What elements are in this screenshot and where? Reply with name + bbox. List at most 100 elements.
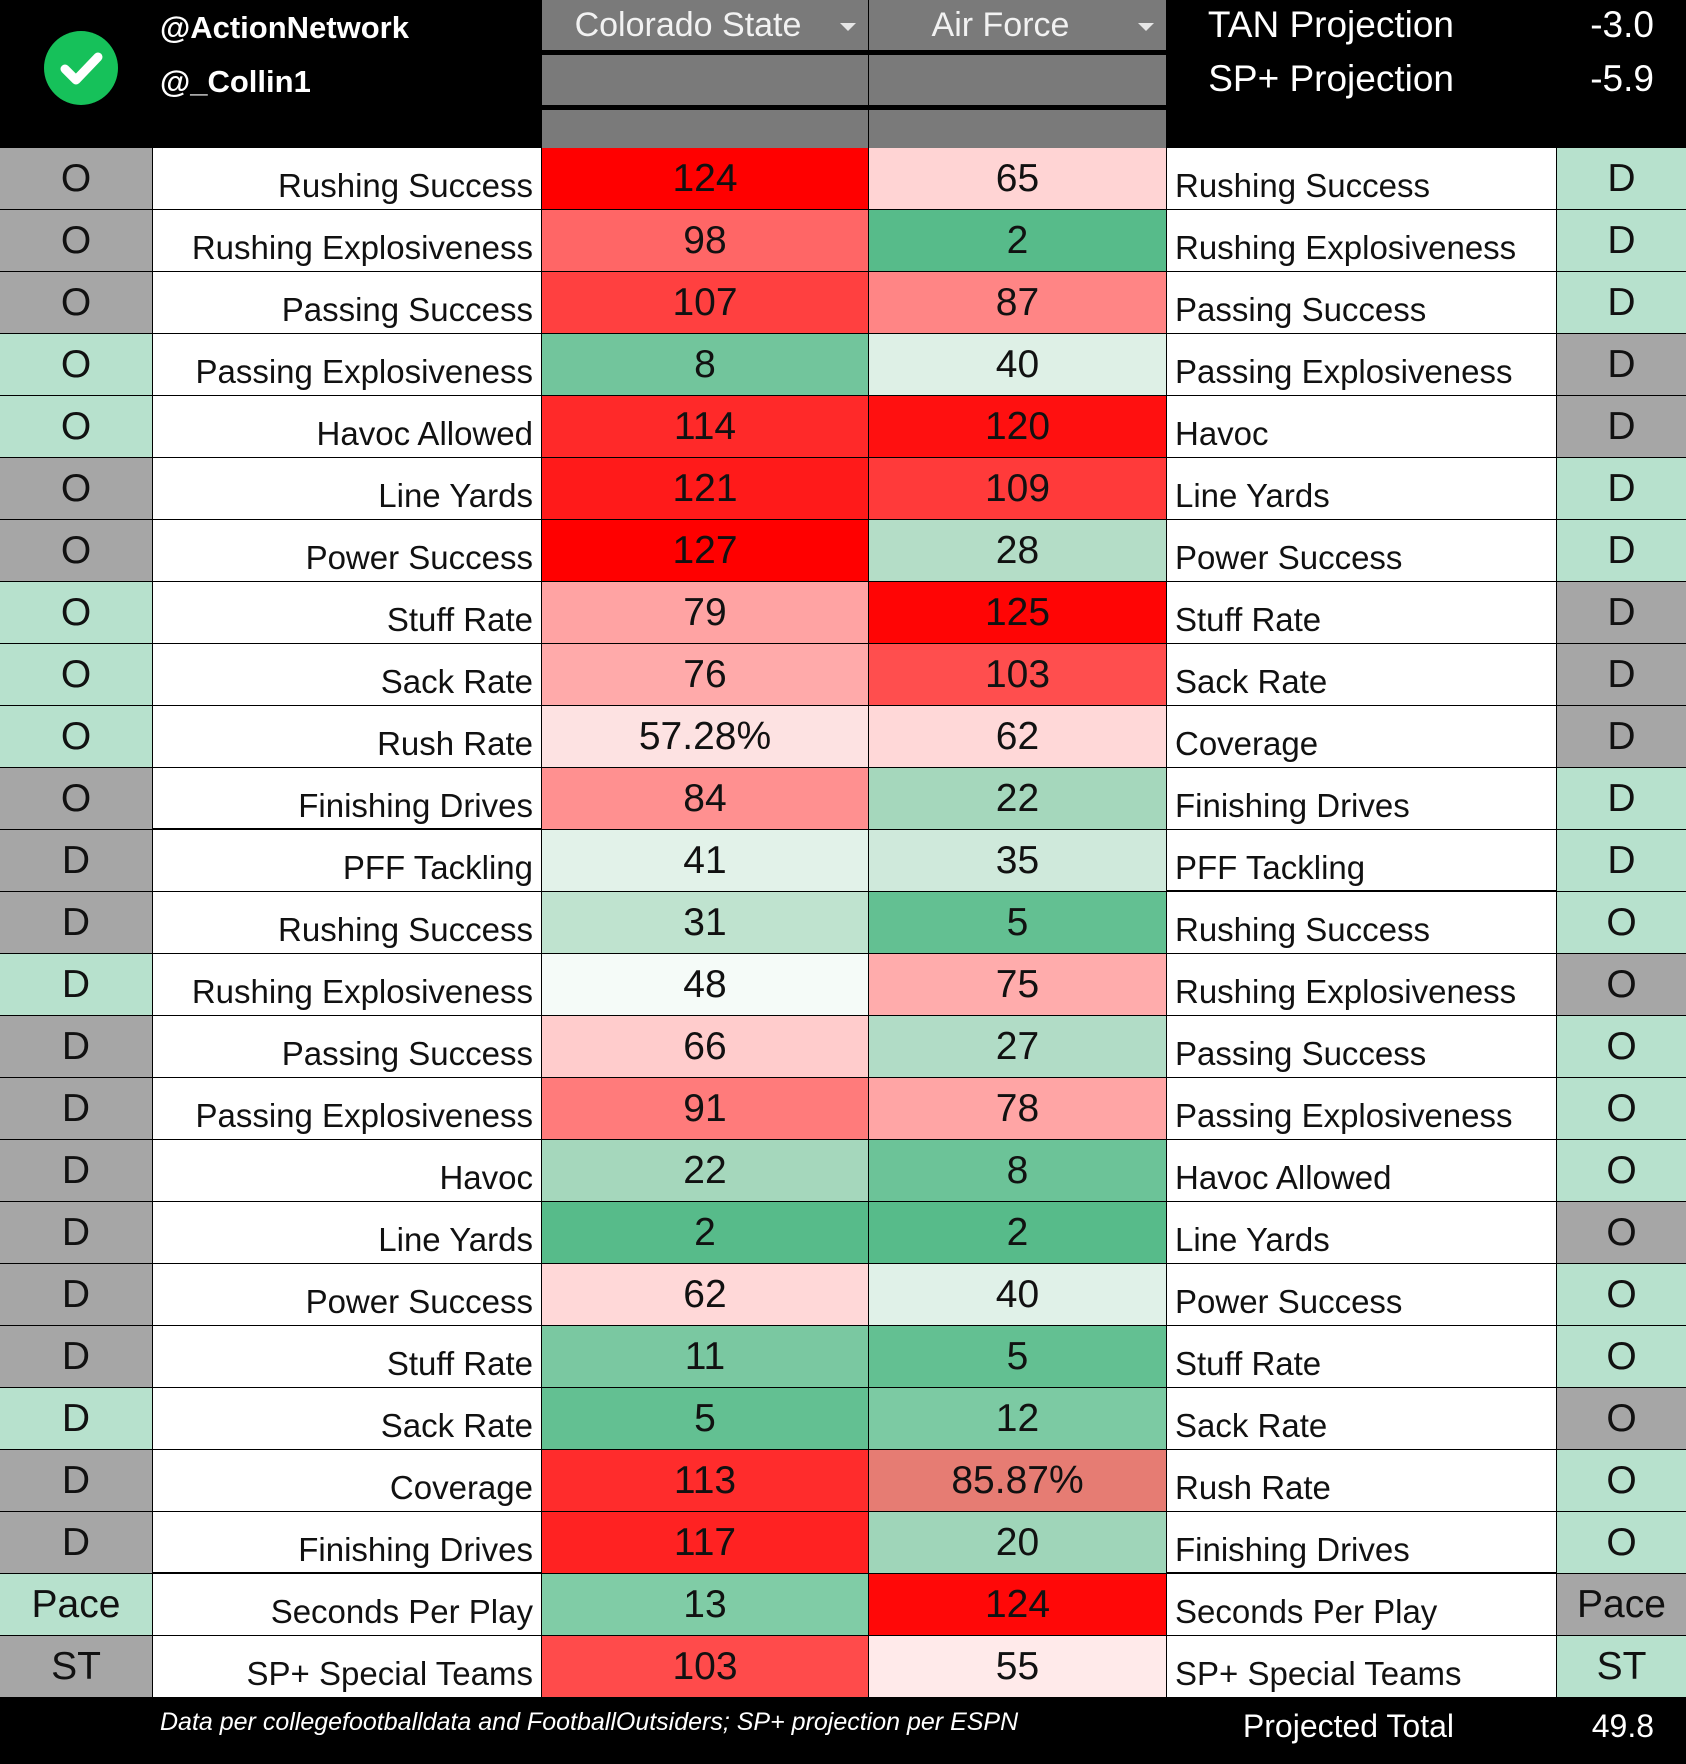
team-2-rank-cell[interactable]: 20 [869, 1512, 1166, 1573]
left-stat-label[interactable]: Sack Rate [153, 644, 541, 705]
left-stat-label[interactable]: Havoc Allowed [153, 396, 541, 457]
team-1-rank-cell[interactable]: 62 [542, 1264, 868, 1325]
team-2-rank-cell[interactable]: 109 [869, 458, 1166, 519]
left-unit-cell[interactable]: D [0, 1388, 152, 1449]
right-stat-label[interactable]: Passing Explosiveness [1167, 1078, 1556, 1139]
right-stat-label[interactable]: Line Yards [1167, 1202, 1556, 1263]
right-unit-cell[interactable]: O [1557, 1512, 1686, 1573]
left-stat-label[interactable]: Passing Success [153, 1016, 541, 1077]
left-stat-label[interactable]: Rushing Explosiveness [153, 954, 541, 1015]
right-unit-cell[interactable]: D [1557, 768, 1686, 829]
right-stat-label[interactable]: PFF Tackling [1167, 830, 1556, 891]
left-unit-cell[interactable]: Pace [0, 1574, 152, 1635]
team-2-rank-cell[interactable]: 75 [869, 954, 1166, 1015]
left-unit-cell[interactable]: D [0, 1326, 152, 1387]
right-stat-label[interactable]: Sack Rate [1167, 644, 1556, 705]
team-2-rank-cell[interactable]: 103 [869, 644, 1166, 705]
right-stat-label[interactable]: Rushing Success [1167, 148, 1556, 209]
team-1-rank-cell[interactable]: 127 [542, 520, 868, 581]
team-1-rank-cell[interactable]: 48 [542, 954, 868, 1015]
right-unit-cell[interactable]: D [1557, 582, 1686, 643]
left-stat-label[interactable]: Havoc [153, 1140, 541, 1201]
left-unit-cell[interactable]: D [0, 1450, 152, 1511]
right-unit-cell[interactable]: D [1557, 458, 1686, 519]
left-unit-cell[interactable]: O [0, 644, 152, 705]
right-unit-cell[interactable]: D [1557, 830, 1686, 891]
left-unit-cell[interactable]: D [0, 892, 152, 953]
team-1-rank-cell[interactable]: 117 [542, 1512, 868, 1573]
left-unit-cell[interactable]: O [0, 458, 152, 519]
left-unit-cell[interactable]: O [0, 148, 152, 209]
team-2-rank-cell[interactable]: 5 [869, 1326, 1166, 1387]
right-stat-label[interactable]: Passing Success [1167, 1016, 1556, 1077]
left-stat-label[interactable]: Passing Explosiveness [153, 334, 541, 395]
left-unit-cell[interactable]: O [0, 706, 152, 767]
right-unit-cell[interactable]: Pace [1557, 1574, 1686, 1635]
team-2-rank-cell[interactable]: 12 [869, 1388, 1166, 1449]
right-stat-label[interactable]: Power Success [1167, 1264, 1556, 1325]
left-stat-label[interactable]: Power Success [153, 520, 541, 581]
left-stat-label[interactable]: Stuff Rate [153, 1326, 541, 1387]
right-unit-cell[interactable]: ST [1557, 1636, 1686, 1697]
right-unit-cell[interactable]: D [1557, 396, 1686, 457]
team-1-rank-cell[interactable]: 11 [542, 1326, 868, 1387]
left-stat-label[interactable]: Passing Explosiveness [153, 1078, 541, 1139]
team-2-rank-cell[interactable]: 40 [869, 334, 1166, 395]
left-unit-cell[interactable]: O [0, 768, 152, 829]
left-unit-cell[interactable]: D [0, 1140, 152, 1201]
right-stat-label[interactable]: Stuff Rate [1167, 582, 1556, 643]
team-2-rank-cell[interactable]: 8 [869, 1140, 1166, 1201]
team-1-rank-cell[interactable]: 22 [542, 1140, 868, 1201]
team-1-rank-cell[interactable]: 79 [542, 582, 868, 643]
right-stat-label[interactable]: Finishing Drives [1167, 1512, 1556, 1573]
right-stat-label[interactable]: Power Success [1167, 520, 1556, 581]
left-unit-cell[interactable]: D [0, 1512, 152, 1573]
team-2-rank-cell[interactable]: 62 [869, 706, 1166, 767]
left-stat-label[interactable]: Power Success [153, 1264, 541, 1325]
team-1-rank-cell[interactable]: 113 [542, 1450, 868, 1511]
left-unit-cell[interactable]: D [0, 830, 152, 891]
right-unit-cell[interactable]: O [1557, 1140, 1686, 1201]
right-stat-label[interactable]: Sack Rate [1167, 1388, 1556, 1449]
team-2-rank-cell[interactable]: 55 [869, 1636, 1166, 1697]
right-unit-cell[interactable]: O [1557, 1016, 1686, 1077]
left-stat-label[interactable]: Coverage [153, 1450, 541, 1511]
left-unit-cell[interactable]: D [0, 1202, 152, 1263]
right-unit-cell[interactable]: D [1557, 210, 1686, 271]
left-stat-label[interactable]: Line Yards [153, 1202, 541, 1263]
right-stat-label[interactable]: Havoc Allowed [1167, 1140, 1556, 1201]
team-2-rank-cell[interactable]: 87 [869, 272, 1166, 333]
dropdown-arrow-icon[interactable] [840, 23, 856, 31]
right-unit-cell[interactable]: D [1557, 644, 1686, 705]
right-stat-label[interactable]: Rushing Explosiveness [1167, 954, 1556, 1015]
team-2-rank-cell[interactable]: 85.87% [869, 1450, 1166, 1511]
team-1-rank-cell[interactable]: 107 [542, 272, 868, 333]
right-unit-cell[interactable]: O [1557, 1202, 1686, 1263]
team-1-rank-cell[interactable]: 124 [542, 148, 868, 209]
left-stat-label[interactable]: Seconds Per Play [153, 1574, 541, 1635]
right-unit-cell[interactable]: O [1557, 1326, 1686, 1387]
right-stat-label[interactable]: SP+ Special Teams [1167, 1636, 1556, 1697]
right-stat-label[interactable]: Stuff Rate [1167, 1326, 1556, 1387]
team-1-rank-cell[interactable]: 103 [542, 1636, 868, 1697]
right-unit-cell[interactable]: O [1557, 1078, 1686, 1139]
team-1-rank-cell[interactable]: 2 [542, 1202, 868, 1263]
team-1-rank-cell[interactable]: 98 [542, 210, 868, 271]
team-2-rank-cell[interactable]: 28 [869, 520, 1166, 581]
team-2-rank-cell[interactable]: 125 [869, 582, 1166, 643]
team-2-rank-cell[interactable]: 2 [869, 1202, 1166, 1263]
right-unit-cell[interactable]: D [1557, 520, 1686, 581]
left-unit-cell[interactable]: O [0, 520, 152, 581]
right-stat-label[interactable]: Coverage [1167, 706, 1556, 767]
right-stat-label[interactable]: Passing Success [1167, 272, 1556, 333]
left-unit-cell[interactable]: O [0, 582, 152, 643]
left-unit-cell[interactable]: ST [0, 1636, 152, 1697]
team-2-rank-cell[interactable]: 22 [869, 768, 1166, 829]
left-unit-cell[interactable]: D [0, 1016, 152, 1077]
left-stat-label[interactable]: SP+ Special Teams [153, 1636, 541, 1697]
right-stat-label[interactable]: Line Yards [1167, 458, 1556, 519]
left-unit-cell[interactable]: O [0, 334, 152, 395]
right-stat-label[interactable]: Havoc [1167, 396, 1556, 457]
team-1-rank-cell[interactable]: 84 [542, 768, 868, 829]
right-unit-cell[interactable]: D [1557, 272, 1686, 333]
